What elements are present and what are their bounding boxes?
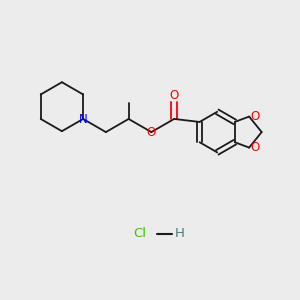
Text: O: O (169, 89, 179, 102)
Text: H: H (175, 227, 185, 240)
Text: N: N (79, 113, 88, 126)
Text: O: O (250, 141, 259, 154)
Text: Cl: Cl (133, 227, 146, 240)
Text: O: O (250, 110, 259, 123)
Text: O: O (147, 126, 156, 139)
